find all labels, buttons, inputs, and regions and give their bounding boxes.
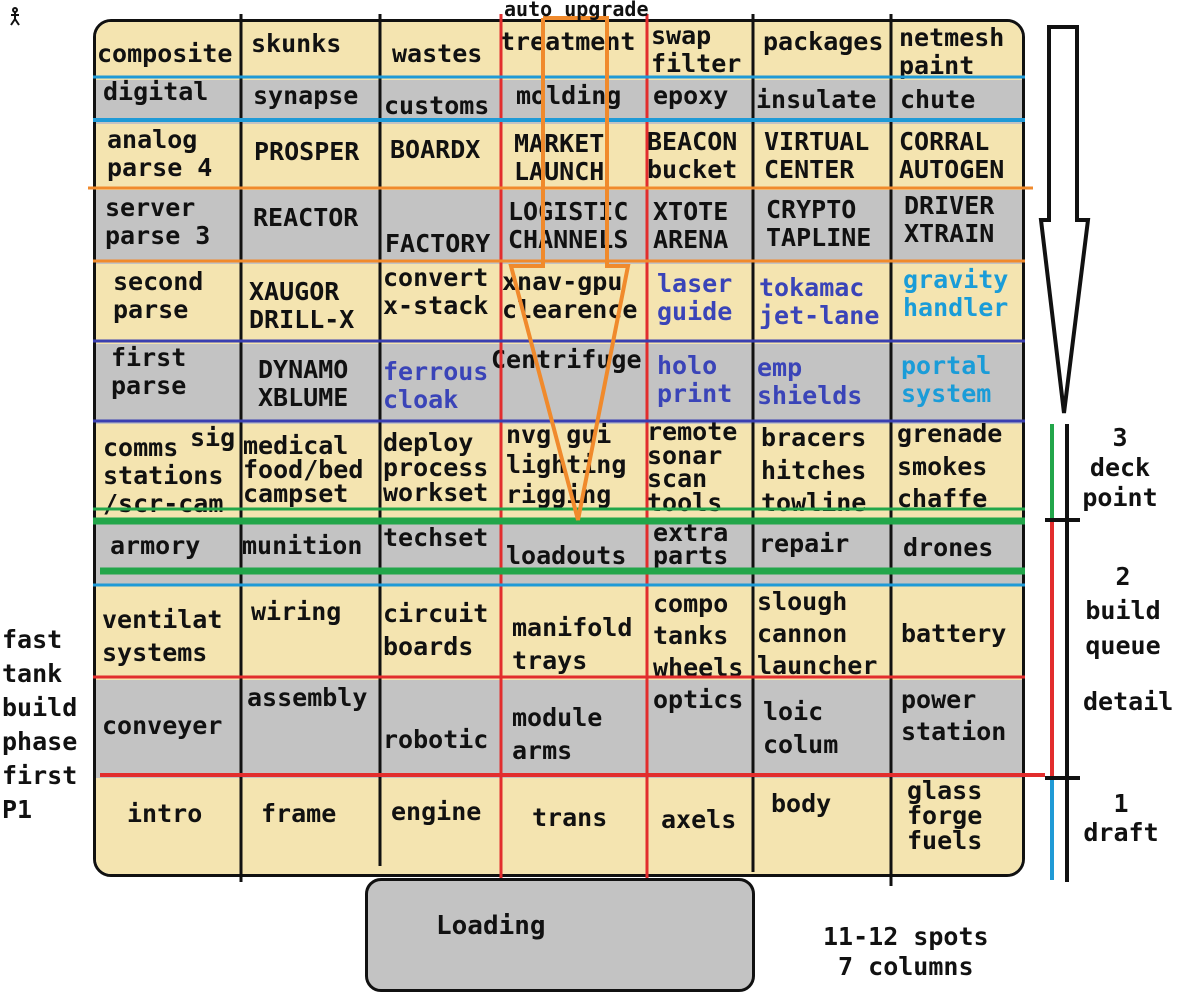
build-queue-label: 2 build queue: [1085, 562, 1161, 660]
cell-boardx: BOARDX: [390, 135, 481, 164]
cell-server-parse-3: server parse 3: [105, 193, 211, 250]
cell-driver-xtrain: DRIVER XTRAIN: [904, 191, 995, 248]
cell-power-station: power station: [901, 685, 1007, 746]
cell-emp-shields: emp shields: [757, 353, 863, 410]
cell-molding: molding: [516, 81, 622, 110]
stick-figure-icon: [10, 7, 20, 26]
row-8-bg: [96, 586, 1022, 680]
loading-box: Loading: [365, 878, 755, 992]
draft-label: 1 draft: [1083, 789, 1159, 847]
footer-spots-columns: 11-12 spots 7 columns: [823, 922, 989, 981]
cell-synapse: synapse: [253, 81, 359, 110]
cell-epoxy: epoxy: [653, 81, 729, 110]
cell-insulate: insulate: [756, 85, 877, 114]
cell-ferrous-cloak: ferrous cloak: [383, 357, 489, 414]
cell-remote-sonar: remote sonar scan tools: [647, 417, 738, 517]
cell-loic-colum: loic colum: [763, 697, 839, 759]
cell-second-parse: second parse: [113, 267, 204, 324]
cell-drones: drones: [903, 533, 994, 562]
detail-label: detail: [1083, 687, 1174, 716]
cell-virtual-center: VIRTUAL CENTER: [764, 127, 870, 184]
loading-label: Loading: [436, 911, 546, 941]
cell-conveyer: conveyer: [102, 711, 223, 740]
cell-gravity-handler: gravity handler: [903, 265, 1009, 322]
cell-techset: techset: [383, 523, 489, 552]
cell-battery: battery: [901, 619, 1007, 648]
big-down-arrow: [1038, 25, 1091, 414]
cell-optics: optics: [653, 685, 744, 714]
cell-market-launch: MARKET LAUNCH: [514, 129, 605, 186]
cell-composite: composite: [97, 39, 233, 68]
cell-analog-parse-4: analog parse 4: [107, 125, 213, 182]
cell-digital: digital: [103, 77, 209, 106]
fast-tank-build-label: fast tank build phase first P1: [2, 625, 78, 824]
cell-axels: axels: [661, 805, 737, 834]
cell-reactor: REACTOR: [253, 203, 359, 232]
cell-wiring: wiring: [251, 597, 342, 626]
cell-nvg-gui: nvg gui lighting rigging: [506, 420, 627, 509]
cell-centrifuge: Centrifuge: [491, 345, 642, 374]
cell-assembly: assembly: [247, 683, 368, 712]
cell-skunks: skunks: [251, 29, 342, 58]
cell-trans: trans: [532, 803, 608, 832]
cell-frame: frame: [261, 799, 337, 828]
cell-manifold-trays: manifold trays: [512, 613, 633, 675]
cell-netmesh-paint: netmesh paint: [899, 23, 1005, 80]
row-10-bg: [96, 778, 1022, 874]
tech-grid-board: composite skunks wastes treatment swap f…: [93, 19, 1025, 877]
row-9-bg: [96, 680, 1022, 778]
cell-intro: intro: [127, 799, 203, 828]
cell-loadouts: loadouts: [506, 541, 627, 570]
cell-slough-cannon: slough cannon launcher: [757, 587, 878, 680]
cell-corral-autogen: CORRAL AUTOGEN: [899, 127, 1005, 184]
cell-deploy-process: deploy process workset: [383, 428, 489, 507]
cell-engine: engine: [391, 797, 482, 826]
cell-xaugor-drill-x: XAUGOR DRILL-X: [249, 277, 355, 334]
cell-module-arms: module arms: [512, 703, 603, 765]
cell-chute: chute: [900, 85, 976, 114]
cell-customs: customs: [384, 91, 490, 120]
cell-ventilat-systems: ventilat systems: [102, 605, 223, 667]
cell-munition: munition: [242, 531, 363, 560]
cell-dynamo-xblume: DYNAMO XBLUME: [258, 355, 349, 412]
cell-sig-label: sig: [190, 423, 236, 452]
cell-factory: FACTORY: [385, 229, 491, 258]
cell-treatment: treatment: [500, 27, 636, 56]
row-7-bg: [96, 522, 1022, 586]
cell-xtote-arena: XTOTE ARENA: [653, 197, 729, 254]
cell-comms-stations: comms stations /scr-cam: [103, 433, 224, 518]
cell-compo-tanks-wheels: compo tanks wheels: [653, 589, 744, 682]
cell-repair: repair: [759, 529, 850, 558]
cell-laser-guide: laser guide: [657, 269, 733, 326]
cell-holo-print: holo print: [657, 351, 733, 408]
cell-circuit-boards: circuit boards: [383, 599, 489, 661]
cell-beacon-bucket: BEACON bucket: [647, 127, 738, 184]
auto-upgrade-label: auto upgrade: [504, 0, 649, 21]
cell-logistic-channels: LOGISTIC CHANNELS: [508, 197, 629, 254]
cell-bracers-hitches: bracers hitches towline: [761, 423, 867, 517]
cell-tokamac-jet-lane: tokamac jet-lane: [759, 273, 880, 330]
cell-portal-system: portal system: [901, 351, 992, 408]
cell-wastes: wastes: [392, 39, 483, 68]
cell-packages: packages: [763, 27, 884, 56]
cell-first-parse: first parse: [111, 343, 187, 400]
cell-crypto-tapline: CRYPTO TAPLINE: [766, 195, 872, 252]
cell-robotic: robotic: [383, 725, 489, 754]
cell-prosper: PROSPER: [254, 137, 360, 166]
cell-armory: armory: [110, 531, 201, 560]
deck-point-label: 3 deck point: [1082, 423, 1158, 512]
cell-body: body: [771, 789, 832, 818]
cell-xnav-gpu-clearence: xnav-gpu clearence: [502, 267, 638, 324]
cell-medical-food-bed: medical food/bed campset: [243, 431, 364, 508]
cell-swap-filter: swap filter: [651, 21, 742, 78]
cell-extra-parts: extra parts: [653, 518, 729, 570]
cell-convert-x-stack: convert x-stack: [383, 263, 489, 320]
cell-glass-forge-fuels: glass forge fuels: [907, 776, 983, 855]
cell-grenade-smokes: grenade smokes chaffe: [897, 419, 1003, 513]
